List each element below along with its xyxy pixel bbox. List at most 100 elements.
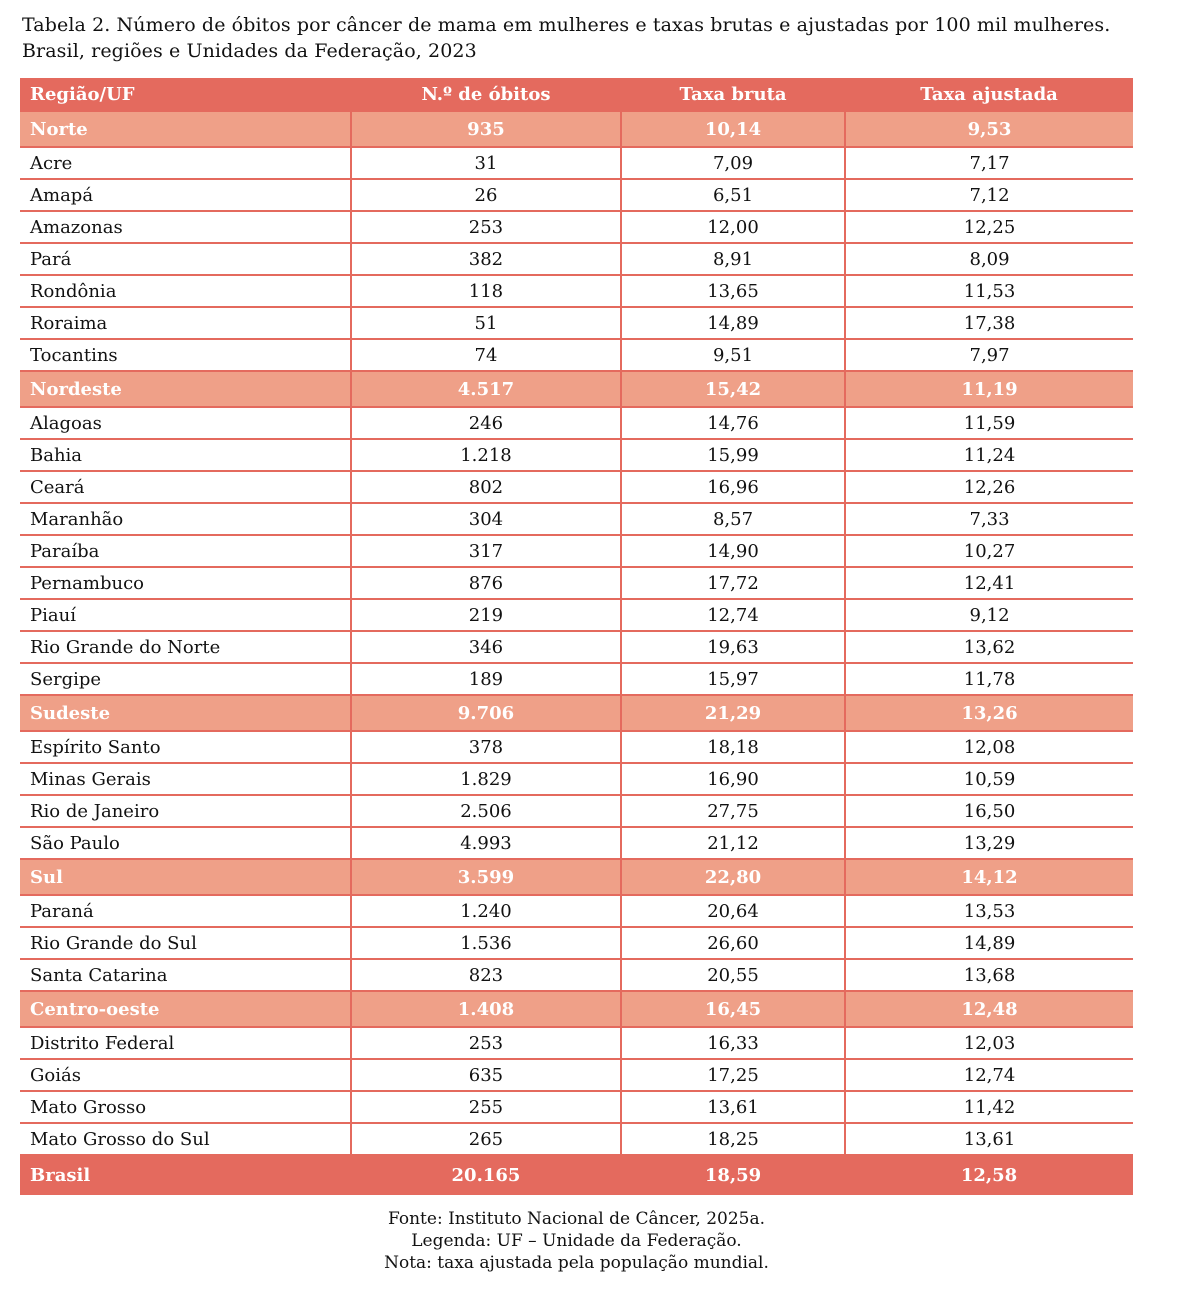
table-row: Pernambuco 876 17,72 12,41 [20,567,1133,600]
table-cell: 7,09 [619,147,846,180]
table-cell: Mato Grosso do Sul [20,1123,351,1156]
table-cell: Sergipe [20,663,351,696]
table-cell: 12,74 [619,599,846,632]
table-caption: Tabela 2. Número de óbitos por câncer de… [22,12,1110,64]
table-cell: 9,12 [844,599,1133,632]
table-cell: 16,33 [619,1027,846,1060]
table-cell: 14,76 [619,407,846,440]
table-cell: Bahia [20,439,351,472]
source-note: Fonte: Instituto Nacional de Câncer, 202… [388,1209,765,1229]
table-cell: Piauí [20,599,351,632]
region-row: Centro-oeste 1.408 16,45 12,48 [20,991,1133,1028]
table-cell: Acre [20,147,351,180]
table-row: Piauí 219 12,74 9,12 [20,599,1133,632]
table-cell: 11,78 [844,663,1133,696]
table-row: Espírito Santo 378 18,18 12,08 [20,731,1133,764]
table-cell: 14,89 [619,307,846,340]
table-cell: 20,55 [619,959,846,992]
region-row: Sudeste 9.706 21,29 13,26 [20,695,1133,732]
table-cell: 189 [350,663,621,696]
table-cell: 13,62 [844,631,1133,664]
table-row: Acre 31 7,09 7,17 [20,147,1133,180]
table-cell: Pará [20,243,351,276]
table-cell: Rio de Janeiro [20,795,351,828]
legend-note: Legenda: UF – Unidade da Federação. [411,1231,742,1251]
table-row: São Paulo 4.993 21,12 13,29 [20,827,1133,860]
table-row: Roraima 51 14,89 17,38 [20,307,1133,340]
column-header: Região/UF [20,78,351,112]
table-row: Distrito Federal 253 16,33 12,03 [20,1027,1133,1060]
table-cell: Sul [20,859,351,896]
table-cell: 635 [350,1059,621,1092]
table-cell: Distrito Federal [20,1027,351,1060]
table-cell: Pernambuco [20,567,351,600]
table-row: Rondônia 118 13,65 11,53 [20,275,1133,308]
table-row: Rio Grande do Norte 346 19,63 13,62 [20,631,1133,664]
table-cell: 13,61 [844,1123,1133,1156]
table-cell: Rondônia [20,275,351,308]
table-cell: 9,53 [844,111,1133,148]
table-cell: 11,19 [844,371,1133,408]
table-row: Maranhão 304 8,57 7,33 [20,503,1133,536]
table-cell: 18,59 [620,1155,846,1195]
table-cell: Alagoas [20,407,351,440]
table-cell: Amapá [20,179,351,212]
column-header: Taxa bruta [620,78,846,112]
table-cell: 14,12 [844,859,1133,896]
table-row: Rio Grande do Sul 1.536 26,60 14,89 [20,927,1133,960]
table-cell: 10,27 [844,535,1133,568]
table-cell: 27,75 [619,795,846,828]
table-cell: Maranhão [20,503,351,536]
table-cell: 15,42 [619,371,846,408]
table-cell: 12,74 [844,1059,1133,1092]
table-cell: Ceará [20,471,351,504]
table-cell: Rio Grande do Sul [20,927,351,960]
table-cell: 11,42 [844,1091,1133,1124]
table-cell: 21,29 [619,695,846,732]
table-cell: 10,59 [844,763,1133,796]
table-cell: 7,17 [844,147,1133,180]
table-cell: 802 [350,471,621,504]
table-cell: Paraíba [20,535,351,568]
table-cell: Amazonas [20,211,351,244]
table-cell: Tocantins [20,339,351,372]
table-row: Minas Gerais 1.829 16,90 10,59 [20,763,1133,796]
column-header: N.º de óbitos [351,78,621,112]
table-cell: 6,51 [619,179,846,212]
table-cell: 253 [350,1027,621,1060]
table-cell: 1.536 [350,927,621,960]
table-row: Pará 382 8,91 8,09 [20,243,1133,276]
table-cell: Goiás [20,1059,351,1092]
table-cell: 7,12 [844,179,1133,212]
table-cell: 8,57 [619,503,846,536]
table-row: Mato Grosso do Sul 265 18,25 13,61 [20,1123,1133,1156]
table-cell: 382 [350,243,621,276]
table-row: Ceará 802 16,96 12,26 [20,471,1133,504]
table-cell: Santa Catarina [20,959,351,992]
table-cell: 14,90 [619,535,846,568]
table-row: Alagoas 246 14,76 11,59 [20,407,1133,440]
table-row: Amazonas 253 12,00 12,25 [20,211,1133,244]
table-cell: 16,96 [619,471,846,504]
table-cell: 14,89 [844,927,1133,960]
mortality-table: Região/UF N.º de óbitos Taxa bruta Taxa aju… [20,78,1133,1195]
table-cell: 16,90 [619,763,846,796]
table-cell: 15,97 [619,663,846,696]
table-cell: Norte [20,111,351,148]
caption-line: Tabela 2. Número de óbitos por câncer de… [22,14,1111,36]
table-cell: 13,65 [619,275,846,308]
table-cell: 17,38 [844,307,1133,340]
table-cell: 219 [350,599,621,632]
table-cell: 13,61 [619,1091,846,1124]
table-cell: 12,00 [619,211,846,244]
table-cell: 12,58 [845,1155,1133,1195]
table-cell: 11,24 [844,439,1133,472]
table-cell: 7,97 [844,339,1133,372]
table-cell: 265 [350,1123,621,1156]
table-cell: 31 [350,147,621,180]
table-row: Bahia 1.218 15,99 11,24 [20,439,1133,472]
table-cell: 51 [350,307,621,340]
table-cell: 13,68 [844,959,1133,992]
table-row: Mato Grosso 255 13,61 11,42 [20,1091,1133,1124]
table-cell: 10,14 [619,111,846,148]
